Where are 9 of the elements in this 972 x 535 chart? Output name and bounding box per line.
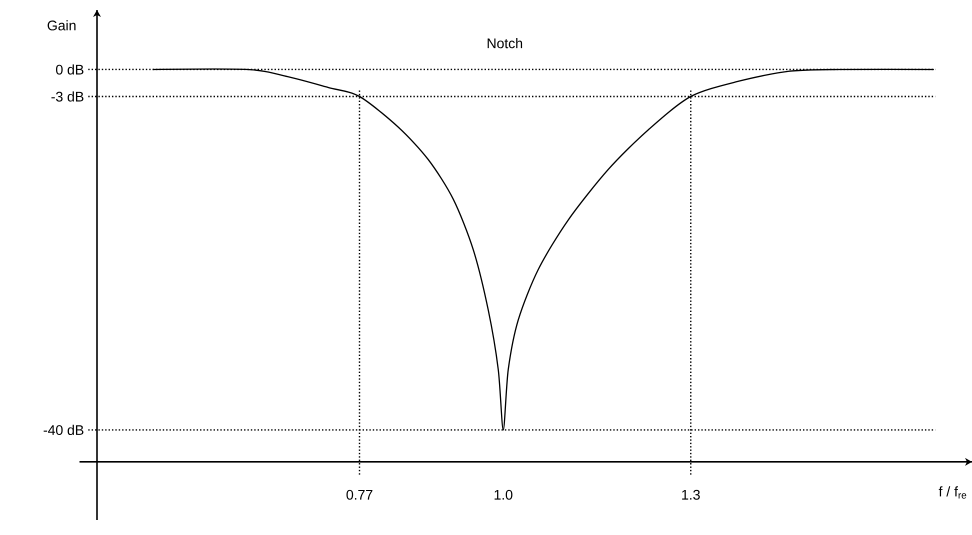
x-tick-label: 1.3 [682, 490, 700, 500]
x-tick-label: 0.77 [346, 490, 372, 500]
y-tick-label: -3 dB [51, 91, 84, 102]
x-axis-title: f / f$_{re}$ [938, 486, 966, 499]
y-axis-title: Gain [48, 20, 76, 30]
y-tick-label: 0 dB [56, 64, 84, 75]
x-tick-label: 1.0 [494, 490, 512, 500]
text: Notch [488, 38, 522, 48]
y-tick-label: -40 dB [44, 424, 84, 436]
